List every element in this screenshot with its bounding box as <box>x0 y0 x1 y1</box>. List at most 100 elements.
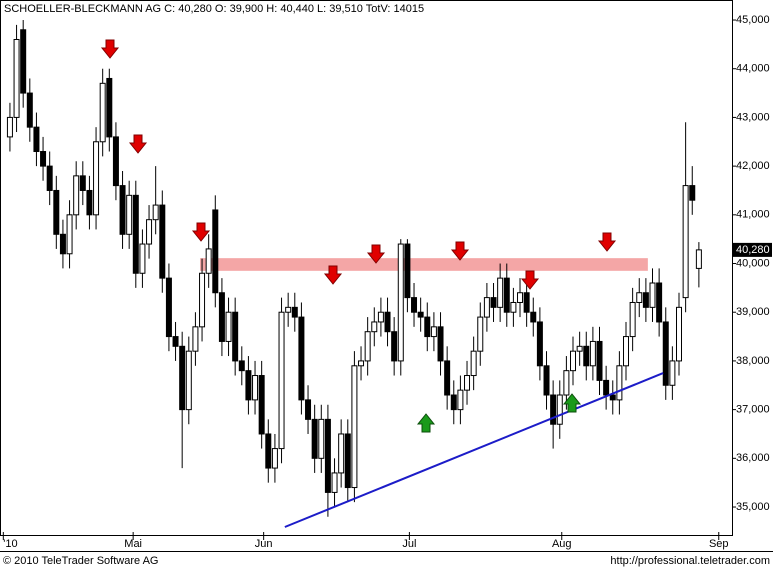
candle-body <box>623 336 630 367</box>
candle-body <box>377 311 384 323</box>
candle-body <box>656 282 663 323</box>
candle-body <box>79 175 86 191</box>
candle-body <box>252 375 259 401</box>
sell-arrow <box>323 265 343 285</box>
candle-body <box>238 360 245 372</box>
candle-body <box>73 175 80 216</box>
candle-body <box>477 316 484 352</box>
candle-body <box>682 185 689 299</box>
candle-body <box>172 336 179 347</box>
candle-body <box>33 126 40 153</box>
candle-body <box>225 311 232 342</box>
y-tick-label: 42,000 <box>736 160 770 172</box>
candle-body <box>470 350 477 377</box>
candle-body <box>258 375 265 435</box>
y-tick-label: 36,000 <box>736 452 770 464</box>
candle-body <box>364 331 371 362</box>
candle-body <box>629 301 636 338</box>
candle-body <box>112 136 119 187</box>
candle-body <box>59 233 66 255</box>
buy-arrow <box>416 413 436 433</box>
candle-body <box>205 248 212 274</box>
candle-body <box>199 272 206 328</box>
candle-body <box>66 214 73 255</box>
candle-body <box>517 292 524 303</box>
candle-body <box>609 394 616 401</box>
sell-arrow <box>100 39 120 59</box>
candle-body <box>450 394 457 411</box>
candle-body <box>106 77 113 138</box>
candle-body <box>642 292 649 308</box>
candle-body <box>146 219 153 245</box>
candle-body <box>159 204 166 279</box>
candle-body <box>510 301 517 313</box>
candle-body <box>649 282 656 308</box>
last-price-box <box>733 242 772 257</box>
candle-body <box>245 370 252 401</box>
y-tick-label: 45,000 <box>736 14 770 26</box>
candle-body <box>331 472 338 493</box>
candle-body <box>351 365 358 489</box>
candle-body <box>40 151 47 167</box>
candle-body <box>218 292 225 342</box>
candle-body <box>437 326 444 362</box>
candle-body <box>119 185 126 235</box>
candle-body <box>13 38 20 118</box>
candle-body <box>179 345 186 411</box>
candle-body <box>391 331 398 362</box>
buy-arrow <box>562 393 582 413</box>
y-tick-label: 37,000 <box>736 404 770 416</box>
candle-body <box>676 306 683 362</box>
candle-body <box>550 394 557 425</box>
candle-body <box>192 326 199 352</box>
candle-body <box>616 365 623 401</box>
y-tick-label: 35,000 <box>736 501 770 513</box>
candle-body <box>662 321 669 386</box>
candle-body <box>53 189 60 235</box>
candle-body <box>397 243 404 362</box>
candle-body <box>46 165 53 191</box>
candle-body <box>285 306 292 313</box>
candle-body <box>464 375 471 391</box>
sell-arrow <box>366 244 386 264</box>
candle-body <box>589 340 596 367</box>
y-tick-label: 40,000 <box>736 257 770 269</box>
plot-frame <box>0 0 733 536</box>
candle-body <box>324 418 331 493</box>
candle-body <box>318 418 325 459</box>
sell-arrow <box>128 134 148 154</box>
y-tick-label: 39,000 <box>736 306 770 318</box>
sell-arrow <box>597 232 617 252</box>
plot-area <box>6 20 702 528</box>
candle-body <box>497 277 504 308</box>
candle-body <box>603 379 610 396</box>
x-tick-label: Jun <box>255 538 273 550</box>
resistance-band <box>200 258 648 271</box>
candle-body <box>596 340 603 381</box>
candle-body <box>530 311 537 323</box>
candle-body <box>20 29 27 94</box>
candle-body <box>556 394 563 425</box>
x-tick-label: '10 <box>3 538 17 550</box>
candle-body <box>543 365 550 396</box>
x-tick-label: Aug <box>552 538 572 550</box>
candle-body <box>404 243 411 299</box>
candle-body <box>344 433 351 489</box>
x-tick-label: Sep <box>709 538 729 550</box>
candle-body <box>457 389 464 411</box>
candle-body <box>305 399 312 420</box>
y-tick-label: 38,000 <box>736 355 770 367</box>
last-price-label: 40,280 <box>736 244 770 256</box>
candle-body <box>417 311 424 318</box>
candle-body <box>576 345 583 352</box>
candle-body <box>212 209 219 294</box>
candle-body <box>232 311 239 362</box>
y-tick-label: 44,000 <box>736 63 770 75</box>
chart-title: SCHOELLER-BLECKMANN AG C: 40,280 O: 39,9… <box>4 3 424 15</box>
footer-left: © 2010 TeleTrader Software AG <box>3 555 158 567</box>
footer-right: http://professional.teletrader.com <box>610 555 770 567</box>
candle-body <box>132 194 139 274</box>
candle-body <box>338 433 345 474</box>
